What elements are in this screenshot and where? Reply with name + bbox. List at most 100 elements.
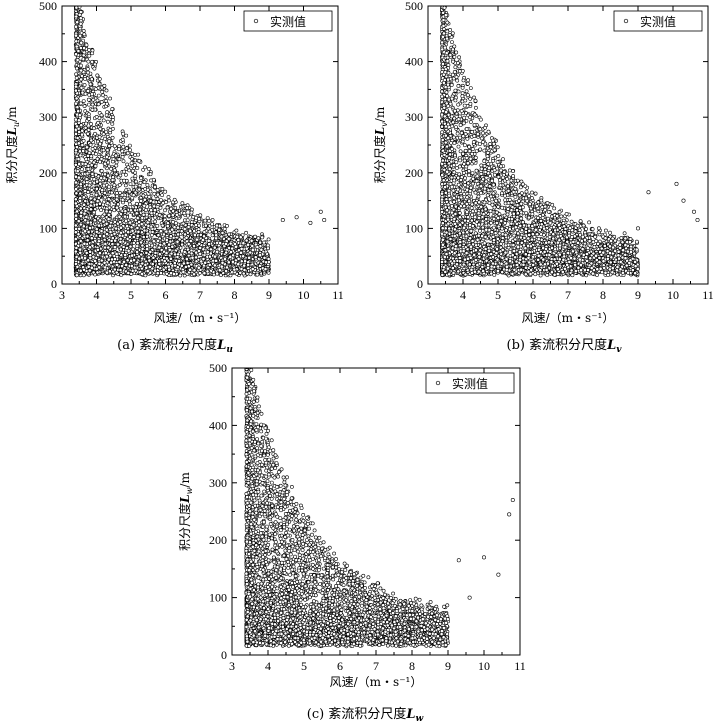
data-point [95, 98, 100, 103]
data-point [247, 255, 252, 260]
data-point [134, 179, 138, 184]
data-point [96, 247, 100, 252]
data-point [186, 225, 191, 229]
data-point [255, 272, 260, 277]
data-point [105, 254, 109, 259]
data-point [106, 212, 111, 217]
data-point [108, 230, 113, 235]
data-point [129, 258, 134, 263]
data-point [246, 262, 251, 267]
data-point [146, 166, 151, 171]
data-point [207, 262, 212, 267]
data-point [189, 262, 194, 267]
data-point [190, 255, 195, 260]
data-point [101, 118, 106, 123]
data-point [83, 189, 88, 194]
data-point [170, 213, 175, 218]
data-point [155, 265, 160, 269]
data-point [105, 232, 109, 237]
data-point [113, 267, 117, 272]
data-point [74, 180, 78, 185]
data-point [92, 218, 97, 223]
data-point [148, 249, 153, 254]
data-point [97, 82, 102, 87]
data-point [87, 117, 91, 121]
data-point [151, 255, 156, 260]
data-point [82, 50, 87, 55]
data-point [224, 269, 229, 273]
data-point [153, 250, 158, 255]
data-point [88, 203, 93, 208]
data-point [168, 239, 173, 244]
data-point [137, 187, 142, 192]
data-point [182, 211, 187, 216]
data-point [163, 189, 168, 194]
data-point [121, 131, 126, 136]
data-point [88, 245, 92, 250]
data-point [113, 245, 117, 250]
data-point [214, 223, 219, 228]
data-point [73, 249, 78, 254]
data-point [89, 187, 94, 192]
data-point [77, 162, 82, 166]
data-point [150, 243, 155, 248]
data-point [133, 208, 138, 213]
data-point [93, 87, 98, 92]
data-point [99, 258, 104, 263]
data-point [145, 231, 150, 236]
data-point [153, 208, 157, 213]
data-point [230, 259, 235, 264]
data-point [124, 172, 128, 177]
data-point [73, 197, 78, 202]
data-point [116, 242, 120, 247]
data-point [127, 168, 132, 173]
data-point [145, 183, 150, 187]
data-point [99, 168, 104, 173]
data-point [83, 199, 88, 203]
data-point [158, 205, 163, 210]
data-point [86, 230, 91, 234]
data-point [97, 261, 102, 266]
data-point [145, 220, 150, 225]
data-point [214, 236, 219, 241]
data-point [124, 219, 128, 224]
data-point [75, 145, 79, 150]
data-point [266, 237, 271, 242]
data-point [74, 33, 78, 38]
data-point [130, 176, 135, 181]
data-point [164, 237, 169, 242]
data-point [189, 207, 194, 212]
data-point [89, 77, 94, 82]
data-point [78, 16, 83, 21]
data-point [94, 202, 99, 207]
data-point [79, 85, 84, 90]
data-point [198, 245, 203, 250]
data-point [149, 211, 154, 216]
data-point [115, 194, 119, 199]
data-point [74, 52, 78, 57]
data-point [214, 233, 219, 238]
data-point [147, 258, 152, 263]
data-point [249, 238, 254, 243]
data-point [108, 128, 113, 132]
data-point [162, 214, 167, 219]
data-point [199, 259, 204, 264]
data-point [78, 250, 83, 255]
data-point [80, 143, 85, 148]
data-point [80, 167, 84, 172]
data-point [102, 176, 107, 181]
data-point [92, 210, 97, 215]
data-point [149, 208, 154, 213]
data-point [92, 177, 97, 182]
data-point [116, 175, 121, 180]
data-point [136, 152, 141, 157]
data-point [124, 133, 129, 138]
data-point [170, 227, 175, 232]
data-point [149, 233, 154, 237]
data-point [98, 159, 102, 164]
data-point [201, 247, 206, 252]
data-point [96, 139, 100, 144]
data-point [152, 245, 157, 250]
data-point [78, 268, 83, 273]
data-point [124, 263, 129, 267]
